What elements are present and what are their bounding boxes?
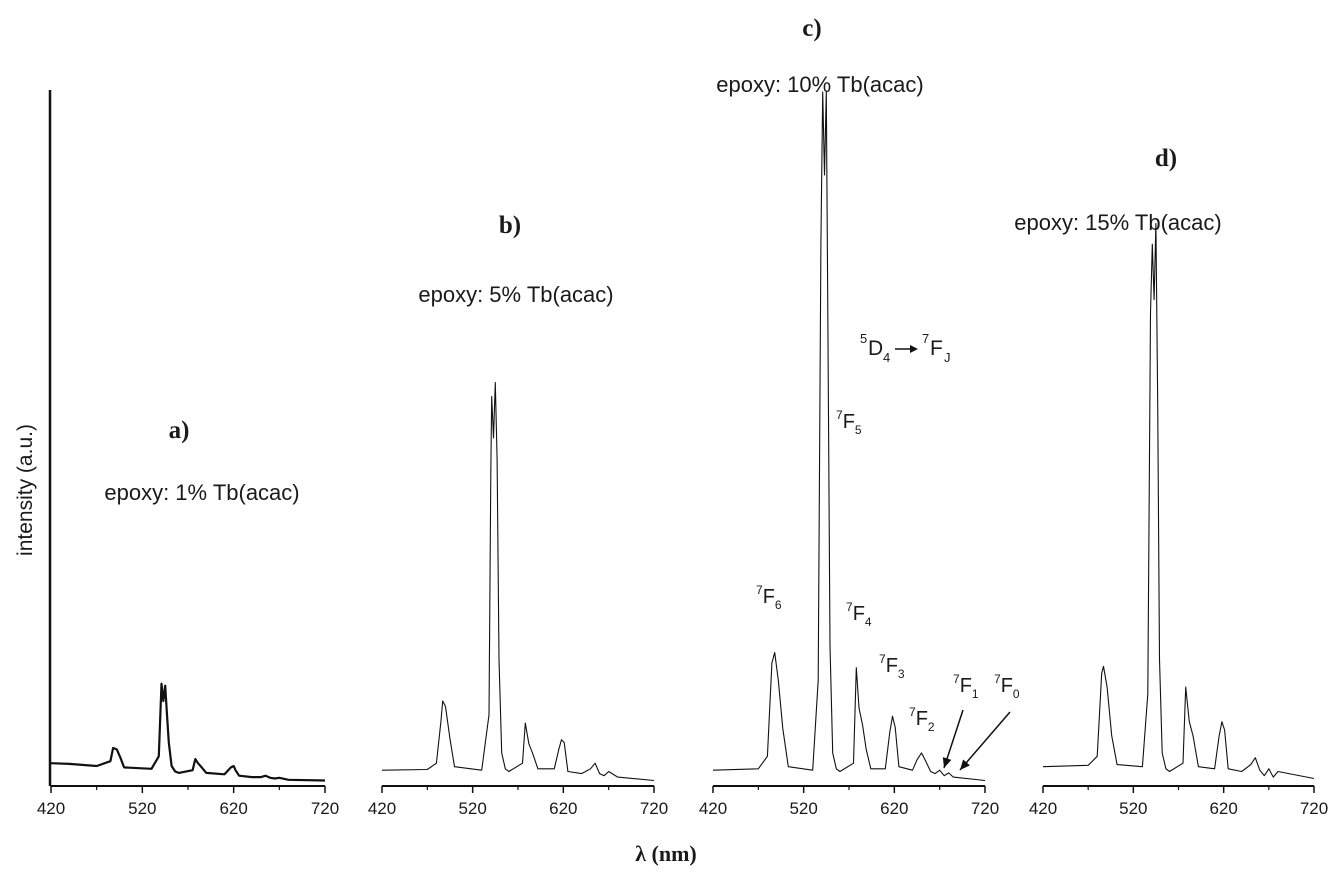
x-tick-label: 720 <box>1300 799 1328 818</box>
spectrum-series <box>50 682 326 782</box>
transition-lower-sup: 7 <box>922 331 929 346</box>
x-tick-label: 520 <box>458 799 486 818</box>
x-tick-label: 420 <box>1029 799 1057 818</box>
annotation-arrowhead <box>942 757 952 768</box>
x-axis-label: λ (nm) <box>635 841 697 866</box>
panel-letter: a) <box>169 417 190 444</box>
x-tick-label: 520 <box>1119 799 1147 818</box>
x-tick-label: 420 <box>37 799 65 818</box>
panel-title: epoxy: 10% Tb(acac) <box>716 72 923 97</box>
annotation-arrow <box>943 709 964 769</box>
peak-annotation: 7F1 <box>953 672 979 701</box>
panel-letter: d) <box>1155 145 1177 172</box>
panel-title: epoxy: 1% Tb(acac) <box>104 480 299 505</box>
x-tick-label: 720 <box>640 799 668 818</box>
x-tick-label: 420 <box>368 799 396 818</box>
peak-annotation: 7F0 <box>994 672 1020 701</box>
x-tick-label: 520 <box>789 799 817 818</box>
spectrum-series <box>1042 222 1315 780</box>
panel-a: 420 520 620 720 a) epoxy: 1% Tb(acac) <box>37 417 339 818</box>
transition-lower-sub: J <box>944 350 951 365</box>
transition-label: 5 D 4 7 F J <box>860 331 951 365</box>
x-tick-label: 620 <box>219 799 247 818</box>
panel-letter: c) <box>802 15 821 42</box>
annotation-arrowhead <box>960 759 970 770</box>
peak-annotation: 7F2 <box>909 705 935 734</box>
transition-upper-sub: 4 <box>883 350 890 365</box>
panel-letter: b) <box>499 212 521 239</box>
x-tick-label: 420 <box>699 799 727 818</box>
x-tick-label: 720 <box>971 799 999 818</box>
spectrum-series <box>381 382 655 782</box>
x-tick-label: 520 <box>128 799 156 818</box>
peak-annotation: 7F3 <box>879 652 905 681</box>
transition-lower-state: F <box>930 337 943 360</box>
peak-annotation: 7F4 <box>846 600 872 629</box>
transition-arrowhead <box>910 345 918 353</box>
panel-title: epoxy: 5% Tb(acac) <box>418 282 613 307</box>
x-tick-label: 620 <box>880 799 908 818</box>
x-tick-label: 620 <box>1209 799 1237 818</box>
y-axis-label: intensity (a.u.) <box>14 424 37 556</box>
transition-upper-sup: 5 <box>860 331 867 346</box>
spectrum-series <box>712 91 986 782</box>
transition-upper-state: D <box>868 337 883 360</box>
panel-d: 420 520 620 720 d) epoxy: 15% Tb(acac) <box>1014 145 1328 818</box>
peak-annotation: 7F6 <box>756 583 782 612</box>
panel-title: epoxy: 15% Tb(acac) <box>1014 210 1221 235</box>
panel-b: 420 520 620 720 b) epoxy: 5% Tb(acac) <box>368 212 668 818</box>
annotation-arrow <box>959 711 1011 771</box>
x-tick-label: 720 <box>311 799 339 818</box>
x-tick-label: 620 <box>549 799 577 818</box>
peak-annotation: 7F5 <box>836 408 862 437</box>
